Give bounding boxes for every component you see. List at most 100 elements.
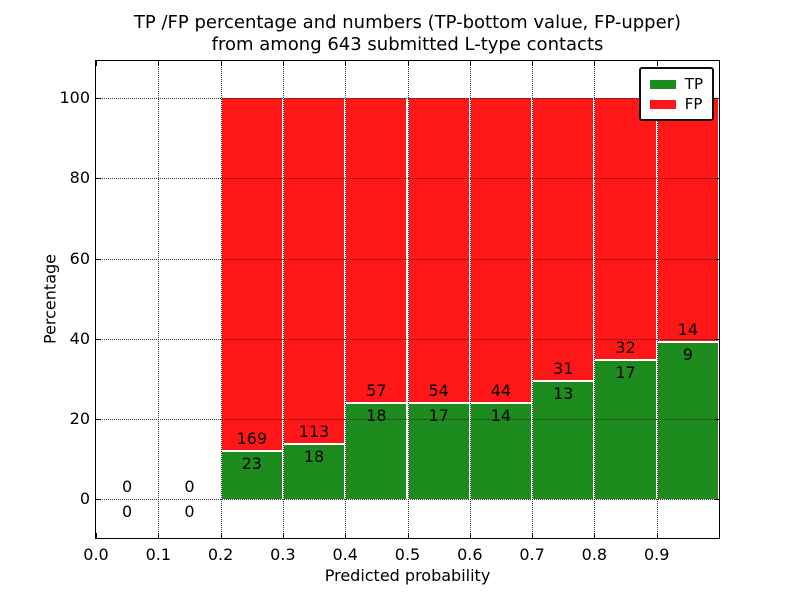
x-tick-mark-top: [220, 61, 222, 66]
vertical-gridline: [345, 61, 347, 538]
tp-count-label: 0: [122, 502, 133, 522]
legend-item-fp: FP: [649, 94, 703, 114]
y-tick-mark-right: [714, 178, 719, 180]
fp-count-label: 57: [366, 381, 387, 401]
y-tick-mark-right: [714, 97, 719, 99]
plot-area: TP FP 0 0 0 0 169 23 113 18 57 18 54 17 44 14 31 13 32 17…: [95, 60, 720, 539]
legend-item-tp: TP: [649, 74, 703, 94]
y-tick-mark: [96, 499, 101, 501]
x-axis-label: Predicted probability: [324, 566, 491, 585]
fp-bar-segment: [408, 97, 469, 403]
y-tick-mark-right: [714, 499, 719, 501]
y-tick-label: 20: [69, 409, 90, 429]
tp-bar-segment: [533, 381, 594, 500]
tp-count-label: 17: [615, 363, 636, 383]
fp-color-swatch: [649, 99, 676, 109]
horizontal-gridline: [96, 97, 719, 99]
y-tick-mark: [96, 178, 101, 180]
fp-bar-segment: [657, 97, 718, 342]
x-tick-label: 0.9: [643, 545, 670, 564]
fp-count-label: 113: [298, 422, 330, 442]
legend-label-tp: TP: [684, 75, 703, 93]
x-tick-mark: [407, 533, 409, 538]
tp-count-label: 14: [490, 405, 512, 425]
y-tick-label: 100: [59, 87, 90, 107]
x-tick-label: 0.0: [83, 545, 109, 564]
x-tick-mark-top: [158, 61, 160, 66]
y-tick-mark: [96, 338, 101, 340]
fp-count-label: 14: [677, 320, 699, 340]
fp-bar-segment: [533, 97, 594, 380]
x-tick-mark-top: [594, 61, 596, 66]
y-tick-label: 80: [69, 168, 90, 188]
x-tick-mark: [282, 533, 284, 538]
tp-count-label: 23: [241, 454, 262, 474]
y-tick-mark-right: [714, 419, 719, 421]
x-tick-mark: [469, 533, 471, 538]
x-tick-mark-top: [656, 61, 658, 66]
tp-color-swatch: [649, 79, 676, 89]
y-tick-mark: [96, 419, 101, 421]
x-tick-mark: [594, 533, 596, 538]
tp-bar-segment: [408, 404, 469, 500]
horizontal-gridline: [96, 258, 719, 260]
x-tick-mark: [220, 533, 222, 538]
x-tick-mark: [96, 533, 97, 538]
x-tick-label: 0.1: [145, 545, 172, 564]
x-tick-mark: [158, 533, 160, 538]
tp-bar-segment: [221, 452, 282, 500]
x-tick-mark-top: [345, 61, 347, 66]
tp-count-label: 0: [184, 502, 195, 522]
fp-count-label: 32: [615, 338, 636, 358]
y-tick-mark: [96, 258, 101, 260]
x-tick-label: 0.8: [581, 545, 608, 564]
tp-count-label: 9: [682, 345, 693, 365]
fp-count-label: 169: [236, 429, 268, 449]
fp-bar-segment: [346, 97, 407, 403]
vertical-gridline: [282, 61, 284, 538]
vertical-gridline: [158, 61, 160, 538]
horizontal-gridline: [96, 338, 719, 340]
vertical-gridline: [594, 61, 596, 538]
vertical-gridline: [407, 61, 409, 538]
y-tick-mark: [96, 97, 101, 99]
vertical-gridline: [656, 61, 658, 538]
y-tick-label: 0: [79, 489, 90, 509]
tp-bar-segment: [283, 445, 345, 500]
tp-count-label: 18: [366, 406, 387, 426]
fp-count-label: 31: [553, 358, 574, 378]
legend: TP FP: [638, 67, 714, 121]
vertical-gridline: [469, 61, 471, 538]
tp-bar-segment: [595, 361, 656, 500]
x-tick-label: 0.5: [394, 545, 421, 564]
y-tick-label: 60: [69, 248, 90, 268]
x-tick-label: 0.2: [207, 545, 234, 564]
tp-count-label: 18: [303, 447, 325, 467]
x-tick-mark: [532, 533, 534, 538]
tp-count-label: 13: [553, 383, 574, 403]
horizontal-gridline: [96, 499, 719, 501]
x-tick-mark-top: [96, 61, 97, 66]
vertical-gridline: [532, 61, 534, 538]
x-tick-label: 0.4: [332, 545, 358, 564]
y-tick-mark-right: [714, 338, 719, 340]
horizontal-gridline: [96, 419, 719, 421]
vertical-gridline: [220, 61, 222, 538]
x-tick-mark: [345, 533, 347, 538]
x-tick-mark-top: [282, 61, 284, 66]
x-tick-label: 0.3: [270, 545, 296, 564]
tp-count-label: 17: [428, 406, 449, 426]
fp-bar-segment: [595, 97, 656, 360]
x-tick-mark: [656, 533, 658, 538]
y-tick-label: 40: [69, 328, 90, 348]
fp-bar-segment: [283, 97, 345, 444]
x-tick-label: 0.6: [457, 545, 483, 564]
tp-bar-segment: [657, 343, 718, 500]
fp-count-label: 44: [490, 380, 512, 400]
fp-count-label: 0: [184, 477, 195, 497]
x-tick-mark-top: [469, 61, 471, 66]
x-tick-mark-top: [532, 61, 534, 66]
fp-bar-segment: [221, 97, 282, 451]
fp-count-label: 54: [428, 381, 449, 401]
